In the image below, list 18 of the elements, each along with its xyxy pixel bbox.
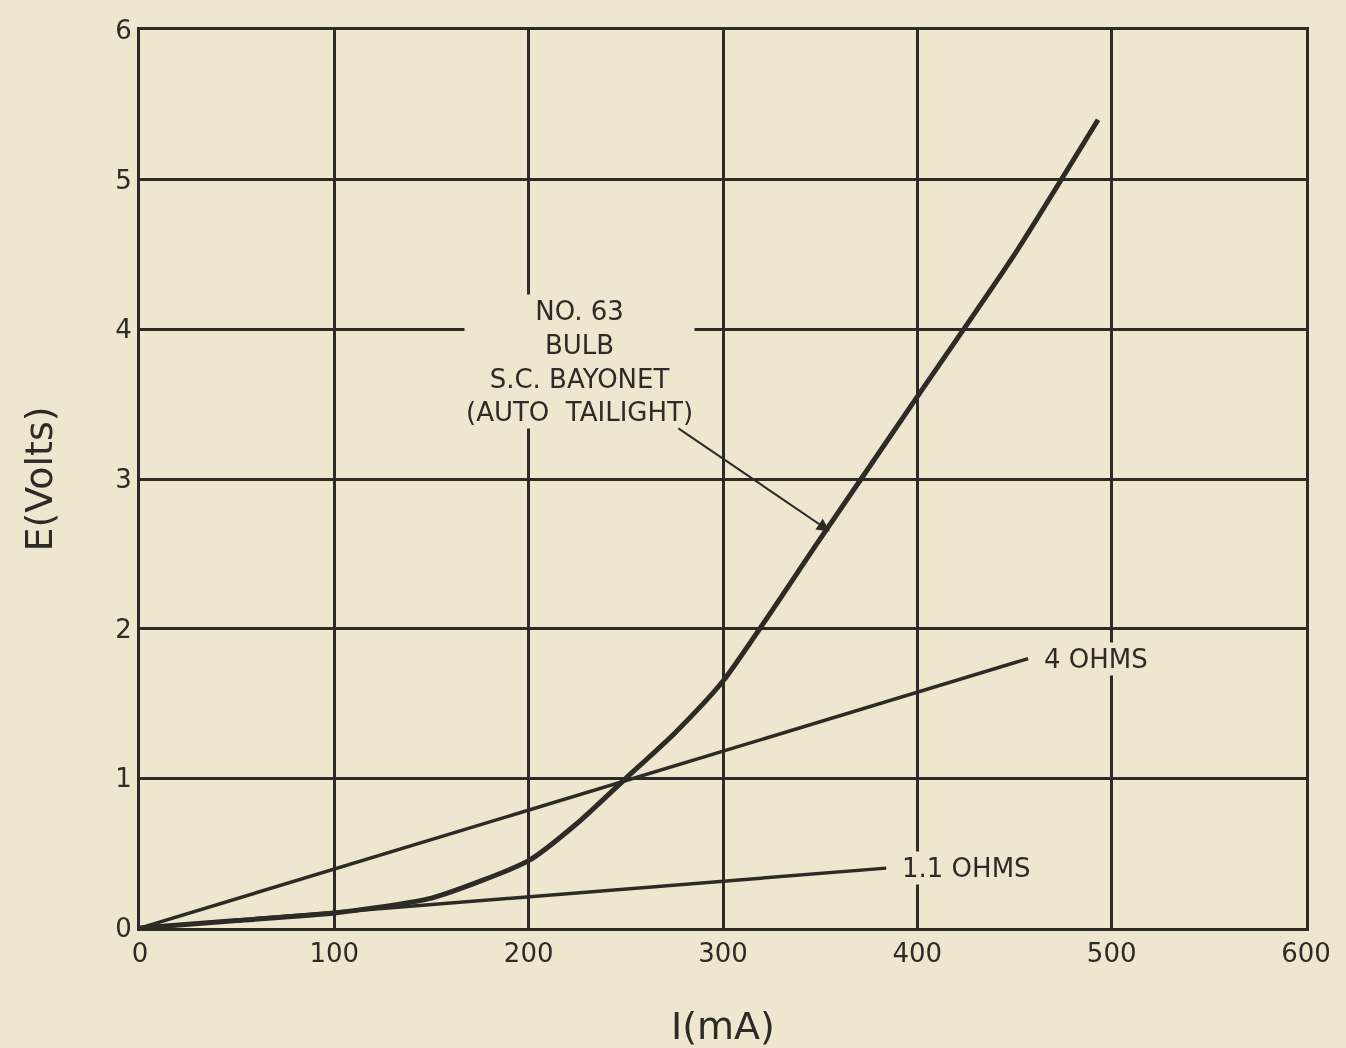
series-label: 1.1 OHMS bbox=[902, 853, 1031, 883]
x-axis-title: I(mA) bbox=[671, 1004, 775, 1048]
y-tick-label: 0 bbox=[115, 913, 132, 944]
y-tick-label: 2 bbox=[115, 613, 132, 644]
series-label: 4 OHMS bbox=[1044, 644, 1148, 674]
x-tick-label: 400 bbox=[892, 938, 943, 969]
y-tick-label: 3 bbox=[115, 464, 132, 495]
x-tick-label: 500 bbox=[1086, 938, 1137, 969]
y-axis-title: E(Volts) bbox=[17, 406, 61, 552]
x-tick-label: 600 bbox=[1281, 938, 1331, 969]
y-tick-label: 4 bbox=[115, 314, 132, 345]
x-tick-label: 200 bbox=[503, 938, 554, 969]
y-tick-label: 6 bbox=[115, 15, 132, 46]
x-tick-label: 100 bbox=[309, 938, 360, 969]
y-tick-label: 5 bbox=[115, 164, 132, 195]
x-tick-label: 300 bbox=[698, 938, 748, 969]
y-tick-label: 1 bbox=[115, 763, 132, 794]
annotation: NO. 63 BULB S.C. BAYONET (AUTO TAILIGHT) bbox=[466, 296, 694, 428]
